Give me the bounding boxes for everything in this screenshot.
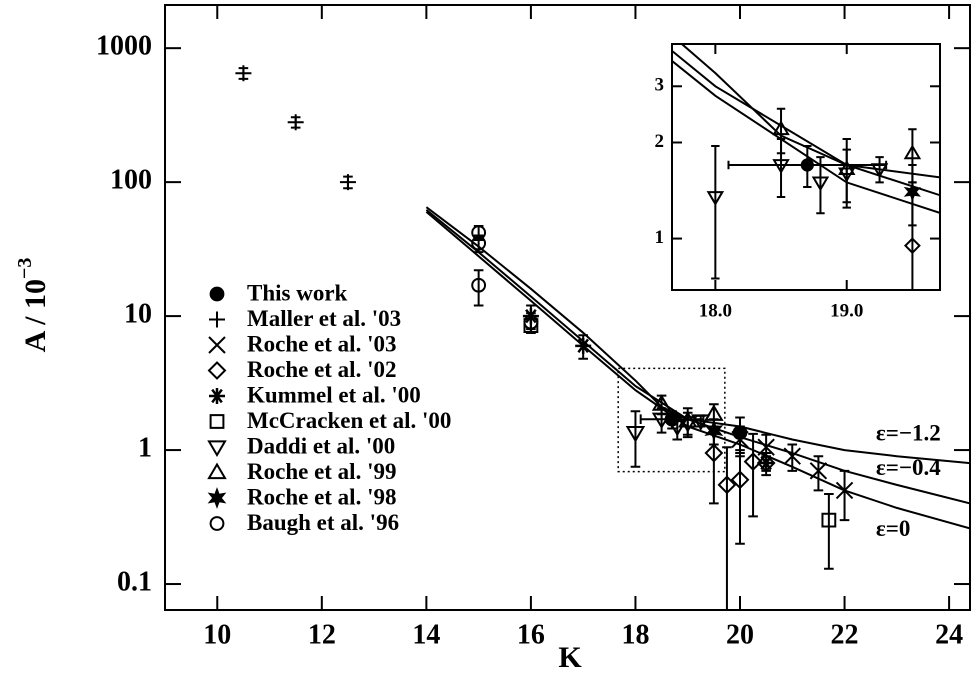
marker — [471, 277, 487, 293]
marker — [772, 159, 790, 174]
marker — [471, 235, 487, 251]
x-tick-label: 22 — [831, 619, 859, 650]
plot-frame — [164, 4, 971, 611]
marker — [523, 314, 539, 330]
y-axis-label-exponent: −3 — [14, 258, 36, 279]
marker — [235, 65, 252, 82]
error-bar — [813, 455, 824, 492]
y-axis-label: A / 10−3 — [14, 258, 52, 353]
marker — [704, 419, 724, 442]
marker — [730, 470, 750, 490]
marker — [207, 361, 227, 380]
error-bar — [787, 443, 798, 472]
y-tick-label: 1000 — [96, 31, 152, 62]
y-tick-label: 0.1 — [117, 566, 152, 597]
legend-label: Roche et al. '99 — [247, 459, 396, 484]
marker — [209, 286, 225, 302]
marker — [575, 337, 592, 354]
marker — [821, 512, 837, 528]
error-bar — [875, 156, 884, 184]
model-line — [680, 44, 940, 179]
line-label: ε=−0.4 — [876, 455, 941, 480]
inset-x-tick-label: 18.0 — [699, 300, 732, 321]
marker — [783, 447, 801, 465]
marker — [743, 452, 763, 472]
legend-label: Roche et al. '02 — [247, 357, 396, 382]
marker — [837, 160, 856, 176]
marker — [731, 430, 749, 449]
marker — [772, 120, 790, 136]
y-tick-label: 1 — [138, 432, 152, 463]
y-axis-label-base: A / 10 — [19, 279, 52, 352]
inset-y-tick-label: 1 — [655, 227, 665, 248]
marker — [757, 438, 775, 456]
marker — [835, 481, 854, 500]
legend-label: Kummel et al. '00 — [247, 382, 421, 407]
inset-area — [672, 44, 940, 290]
marker — [207, 440, 227, 457]
x-tick-label: 20 — [726, 619, 754, 650]
x-tick-label: 10 — [203, 619, 231, 650]
marker — [706, 191, 725, 206]
marker — [667, 419, 688, 437]
line-label: ε=0 — [876, 516, 910, 541]
error-bar — [735, 449, 745, 545]
error-bar — [839, 469, 850, 522]
y-tick-label: 100 — [110, 165, 152, 196]
inset-x-tick-label: 19.0 — [830, 300, 863, 321]
legend-label: Maller et al. '03 — [247, 306, 401, 331]
marker — [903, 237, 921, 255]
marker — [625, 426, 646, 443]
x-tick-label: 16 — [517, 619, 545, 650]
marker — [209, 311, 225, 328]
marker — [677, 410, 698, 428]
marker — [207, 487, 227, 509]
x-tick-label: 12 — [308, 619, 336, 650]
marker — [717, 475, 737, 495]
error-bar — [748, 432, 758, 518]
marker — [903, 144, 922, 160]
marker — [207, 462, 227, 480]
marker — [209, 414, 225, 429]
marker — [208, 336, 226, 354]
marker — [809, 462, 828, 480]
marker — [870, 163, 889, 179]
x-tick-label: 14 — [412, 619, 440, 650]
marker — [691, 414, 711, 431]
legend-label: McCracken et al. '00 — [247, 408, 451, 433]
error-bar — [816, 156, 825, 215]
marker — [287, 114, 304, 131]
marker — [903, 182, 922, 202]
marker — [758, 455, 775, 472]
legend-label: Roche et al. '98 — [247, 484, 396, 509]
inset-y-tick-label: 3 — [655, 75, 665, 96]
inset-frame — [671, 43, 941, 291]
error-bar — [824, 492, 834, 570]
marker — [209, 388, 225, 404]
marker — [651, 394, 672, 411]
error-bar — [776, 107, 786, 155]
legend-label: Roche et al. '03 — [247, 331, 396, 356]
marker — [339, 174, 356, 191]
marker — [523, 318, 539, 333]
x-tick-label: 18 — [621, 619, 649, 650]
line-label: ε=−1.2 — [876, 420, 941, 445]
y-tick-label: 10 — [124, 299, 152, 330]
plot-area — [235, 65, 970, 610]
marker — [704, 443, 724, 463]
x-tick-label: 24 — [935, 619, 963, 650]
legend-label: Baugh et al. '96 — [247, 510, 399, 535]
error-bar — [473, 269, 484, 307]
marker — [800, 158, 814, 172]
error-bar — [711, 144, 720, 280]
legend-label: Daddi et al. '00 — [247, 433, 395, 458]
marker — [811, 176, 830, 192]
marker — [209, 516, 225, 531]
x-axis-label: K — [558, 641, 582, 674]
inset-y-tick-label: 2 — [655, 131, 665, 152]
legend-label: This work — [247, 280, 348, 305]
